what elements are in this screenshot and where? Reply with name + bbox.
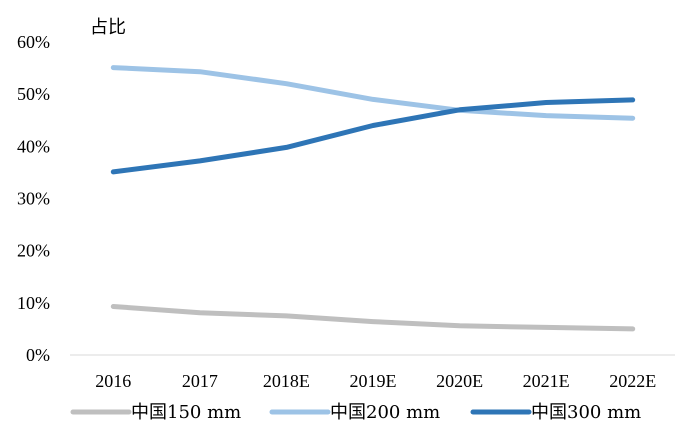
y-tick-label: 60% (17, 32, 50, 52)
y-tick-label: 10% (17, 293, 50, 313)
legend: 中国150 mm 中国200 mm 中国300 mm (70, 402, 641, 423)
y-tick-label: 30% (17, 189, 50, 209)
x-tick-label: 2017 (182, 371, 218, 391)
y-tick-label: 0% (26, 345, 50, 365)
y-tick-label: 50% (17, 84, 50, 104)
x-tick-label: 2019E (350, 371, 397, 391)
legend-label: 中国300 mm (531, 402, 641, 423)
x-tick-label: 2022E (609, 371, 656, 391)
y-tick-labels: 0% 10% 20% 30% 40% 50% 60% (17, 32, 50, 365)
x-tick-labels: 2016 2017 2018E 2019E 2020E 2021E 2022E (95, 371, 656, 391)
series-line-1 (110, 304, 636, 332)
y-axis-title: 占比 (90, 17, 126, 38)
series-line-2 (110, 65, 636, 121)
x-tick-label: 2016 (95, 371, 131, 391)
y-tick-label: 40% (17, 136, 50, 156)
legend-label: 中国150 mm (131, 402, 241, 423)
x-tick-label: 2020E (436, 371, 483, 391)
legend-label: 中国200 mm (330, 402, 440, 423)
y-tick-label: 20% (17, 241, 50, 261)
x-tick-label: 2021E (523, 371, 570, 391)
series-line-3 (110, 97, 636, 175)
x-tick-label: 2018E (263, 371, 310, 391)
series-lines (110, 65, 636, 332)
